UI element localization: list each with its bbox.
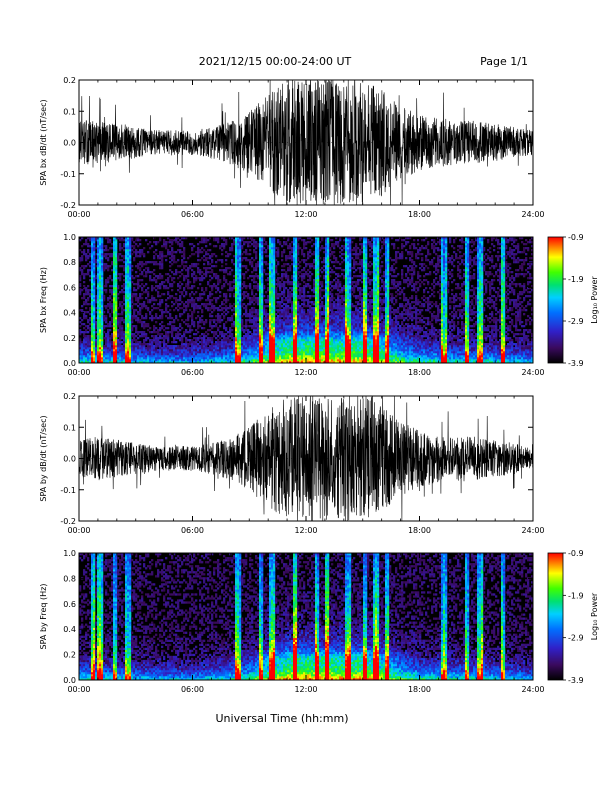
bx-spectrogram-x-tick-label: 00:00 bbox=[67, 368, 90, 377]
by-waveform-y-tick-label: 0.2 bbox=[63, 392, 76, 401]
bx-spectrogram-colorbar-label: Log₁₀ Power bbox=[590, 276, 599, 324]
bx-waveform-x-tick-label: 24:00 bbox=[521, 210, 544, 219]
bx-waveform-x-tick-label: 18:00 bbox=[408, 210, 431, 219]
bx-spectrogram-colorbar-tick-label: -2.9 bbox=[568, 317, 584, 326]
bx-spectrogram-colorbar-tick-label: -1.9 bbox=[568, 275, 584, 284]
bx-waveform-y-tick-label: 0.1 bbox=[63, 107, 76, 116]
bx-spectrogram-y-tick-label: 0.0 bbox=[63, 359, 76, 368]
by-waveform-y-tick-label: 0.1 bbox=[63, 423, 76, 432]
bx-spectrogram-x-tick-label: 18:00 bbox=[408, 368, 431, 377]
bx-waveform-y-tick-label: -0.2 bbox=[60, 201, 76, 210]
bx-waveform-panel: 00:00 06:00 12:00 18:00 24:00 -0.2 -0.1 0.0 0.1 0… bbox=[39, 76, 545, 219]
by-spectrogram-x-tick-label: 18:00 bbox=[408, 685, 431, 694]
by-waveform-panel: 00:00 06:00 12:00 18:00 24:00 -0.2 -0.1 0.0 0.1 0… bbox=[39, 392, 545, 535]
bx-spectrogram-y-tick-label: 0.4 bbox=[63, 309, 76, 318]
by-spectrogram-y-tick-label: 0.0 bbox=[63, 676, 76, 685]
bx-spectrogram-colorbar-tick-label: -0.9 bbox=[568, 233, 584, 242]
by-spectrogram-y-tick-label: 0.8 bbox=[63, 574, 76, 583]
by-spectrogram-colorbar-tick-label: -3.9 bbox=[568, 676, 584, 685]
by-waveform-x-tick-label: 12:00 bbox=[294, 526, 317, 535]
by-spectrogram-x-tick-label: 06:00 bbox=[181, 685, 204, 694]
bx-spectrogram-y-tick-label: 0.6 bbox=[63, 283, 76, 292]
bx-spectrogram-y-tick-label: 0.8 bbox=[63, 258, 76, 267]
by-spectrogram-x-tick-label: 12:00 bbox=[294, 685, 317, 694]
by-spectrogram-colorbar-tick-label: -2.9 bbox=[568, 634, 584, 643]
bx-waveform-y-tick-label: 0.0 bbox=[63, 139, 76, 148]
by-spectrogram-y-axis-label: SPA by Freq (Hz) bbox=[39, 584, 48, 650]
bx-spectrogram-panel: -0.9 -1.9 -2.9 -3.9 Log₁₀ Power 00:00 06:00 12:… bbox=[39, 233, 599, 377]
by-spectrogram-x-tick-label: 00:00 bbox=[67, 685, 90, 694]
bx-spectrogram-x-tick-label: 06:00 bbox=[181, 368, 204, 377]
by-waveform-y-tick-label: -0.2 bbox=[60, 517, 76, 526]
by-spectrogram-colorbar-label: Log₁₀ Power bbox=[590, 592, 599, 640]
bx-spectrogram-y-tick-label: 1.0 bbox=[63, 233, 76, 242]
by-spectrogram-colorbar-tick-label: -1.9 bbox=[568, 591, 584, 600]
by-waveform-y-tick-label: 0.0 bbox=[63, 455, 76, 464]
by-waveform-x-tick-label: 06:00 bbox=[181, 526, 204, 535]
bx-spectrogram-y-tick-label: 0.2 bbox=[63, 334, 76, 343]
by-waveform-y-axis-label: SPA by dB/dt (nT/sec) bbox=[39, 415, 48, 501]
bx-spectrogram-colorbar bbox=[548, 237, 563, 363]
by-waveform-x-tick-label: 24:00 bbox=[521, 526, 544, 535]
bx-spectrogram-colorbar-tick-label: -3.9 bbox=[568, 359, 584, 368]
bx-spectrogram-y-axis-label: SPA bx Freq (Hz) bbox=[39, 267, 48, 333]
by-spectrogram-colorbar bbox=[548, 553, 563, 680]
bx-waveform-y-axis-label: SPA bx dB/dt (nT/sec) bbox=[39, 99, 48, 185]
by-waveform-x-tick-label: 00:00 bbox=[67, 526, 90, 535]
by-spectrogram-y-tick-label: 0.6 bbox=[63, 600, 76, 609]
by-spectrogram-colorbar-tick-label: -0.9 bbox=[568, 549, 584, 558]
figure: 2021/12/15 00:00-24:00 UT Page 1/1 00:00… bbox=[0, 0, 612, 792]
figure-title: 2021/12/15 00:00-24:00 UT bbox=[199, 55, 352, 68]
by-spectrogram-y-tick-label: 0.2 bbox=[63, 651, 76, 660]
by-waveform-y-tick-label: -0.1 bbox=[60, 486, 76, 495]
bx-waveform-y-tick-label: -0.1 bbox=[60, 170, 76, 179]
bx-spectrogram-x-tick-label: 12:00 bbox=[294, 368, 317, 377]
by-spectrogram-y-tick-label: 0.4 bbox=[63, 625, 76, 634]
by-spectrogram-x-tick-label: 24:00 bbox=[521, 685, 544, 694]
bx-waveform-x-tick-label: 12:00 bbox=[294, 210, 317, 219]
bx-waveform-x-tick-label: 00:00 bbox=[67, 210, 90, 219]
by-waveform-x-tick-label: 18:00 bbox=[408, 526, 431, 535]
x-axis-label: Universal Time (hh:mm) bbox=[216, 712, 349, 725]
by-spectrogram-panel: -0.9 -1.9 -2.9 -3.9 Log₁₀ Power 00:00 06:00 12:… bbox=[39, 549, 599, 694]
bx-waveform-y-tick-label: 0.2 bbox=[63, 76, 76, 85]
bx-waveform-x-tick-label: 06:00 bbox=[181, 210, 204, 219]
page-indicator: Page 1/1 bbox=[480, 55, 528, 68]
bx-spectrogram-x-tick-label: 24:00 bbox=[521, 368, 544, 377]
by-spectrogram-y-tick-label: 1.0 bbox=[63, 549, 76, 558]
panels: 00:00 06:00 12:00 18:00 24:00 -0.2 -0.1 0.0 0.1 0… bbox=[39, 76, 599, 694]
